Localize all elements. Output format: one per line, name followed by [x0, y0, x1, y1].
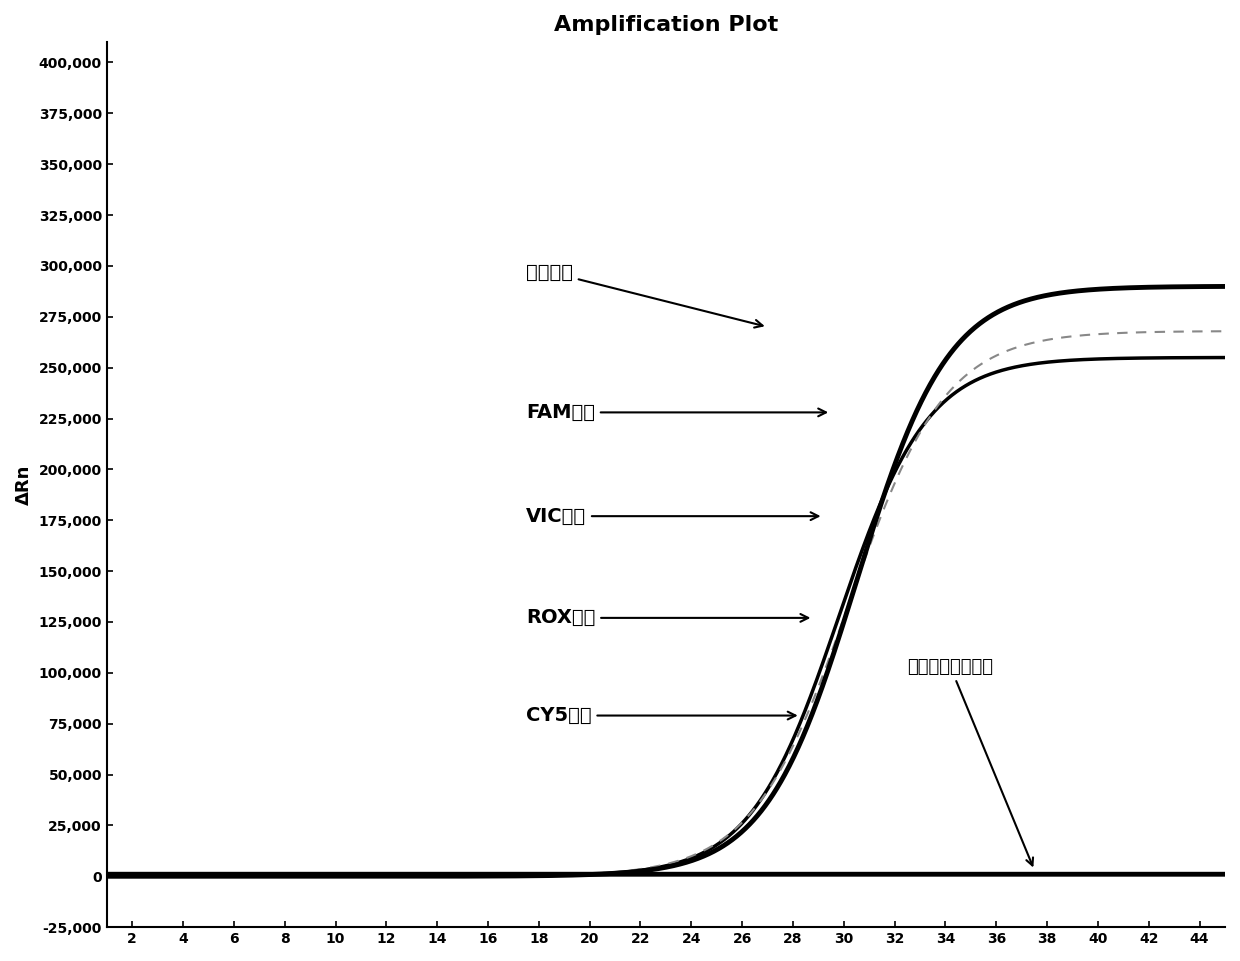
Text: VIC通道: VIC通道 — [526, 506, 818, 526]
Y-axis label: ΔRn: ΔRn — [15, 464, 33, 505]
Title: Amplification Plot: Amplification Plot — [554, 15, 777, 35]
Text: ROX通道: ROX通道 — [526, 608, 808, 628]
Text: CY5通道: CY5通道 — [526, 706, 796, 725]
Text: 特异性分析病原体: 特异性分析病原体 — [908, 657, 1033, 866]
Text: FAM通道: FAM通道 — [526, 403, 826, 422]
Text: 阳性对照: 阳性对照 — [526, 262, 763, 328]
